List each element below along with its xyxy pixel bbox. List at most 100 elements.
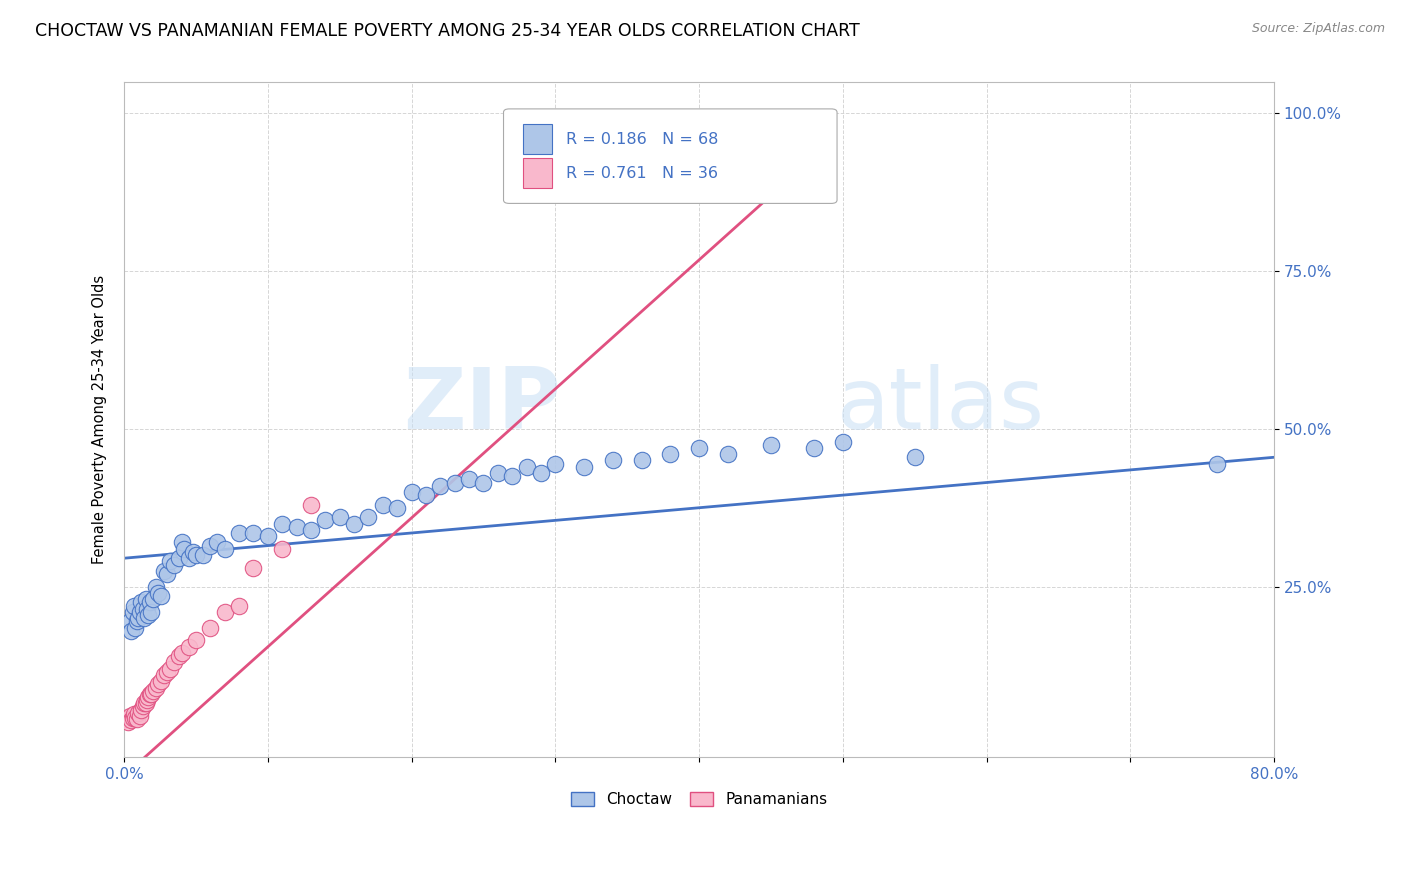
Point	[530, 466, 553, 480]
Point	[271, 516, 294, 531]
Point	[299, 498, 322, 512]
Point	[228, 599, 250, 613]
Text: ZIP: ZIP	[404, 365, 561, 448]
FancyBboxPatch shape	[523, 124, 551, 154]
Point	[156, 566, 179, 581]
Point	[122, 707, 145, 722]
Point	[120, 714, 142, 728]
Point	[134, 696, 156, 710]
Y-axis label: Female Poverty Among 25-34 Year Olds: Female Poverty Among 25-34 Year Olds	[93, 275, 107, 564]
Point	[299, 523, 322, 537]
Point	[191, 548, 214, 562]
Point	[207, 535, 229, 549]
Point	[256, 529, 278, 543]
Point	[177, 551, 200, 566]
Point	[572, 459, 595, 474]
Point	[242, 526, 264, 541]
FancyBboxPatch shape	[503, 109, 837, 203]
Text: atlas: atlas	[837, 365, 1045, 448]
Point	[118, 709, 141, 723]
Point	[125, 712, 148, 726]
Point	[167, 648, 190, 663]
Point	[184, 548, 207, 562]
Legend: Choctaw, Panamanians: Choctaw, Panamanians	[565, 786, 834, 814]
Text: R = 0.186   N = 68: R = 0.186 N = 68	[565, 132, 718, 147]
Point	[357, 510, 380, 524]
Point	[443, 475, 465, 490]
Point	[134, 611, 156, 625]
Point	[630, 453, 652, 467]
Point	[159, 554, 181, 568]
Point	[200, 621, 222, 635]
Text: CHOCTAW VS PANAMANIAN FEMALE POVERTY AMONG 25-34 YEAR OLDS CORRELATION CHART: CHOCTAW VS PANAMANIAN FEMALE POVERTY AMO…	[35, 22, 860, 40]
Point	[128, 605, 150, 619]
Point	[415, 488, 437, 502]
Point	[131, 601, 153, 615]
Point	[173, 541, 195, 556]
Point	[156, 665, 179, 679]
Point	[170, 535, 193, 549]
Point	[214, 541, 236, 556]
Point	[139, 595, 162, 609]
Point	[148, 677, 170, 691]
Point	[343, 516, 366, 531]
Point	[271, 541, 294, 556]
Point	[138, 607, 160, 622]
Point	[129, 703, 152, 717]
Point	[501, 469, 523, 483]
Point	[401, 485, 423, 500]
Point	[120, 624, 142, 638]
Point	[129, 595, 152, 609]
Point	[717, 447, 740, 461]
Point	[141, 605, 163, 619]
Point	[1205, 457, 1227, 471]
Point	[486, 466, 509, 480]
Point	[803, 441, 825, 455]
Point	[138, 690, 160, 704]
Point	[181, 545, 204, 559]
Point	[472, 475, 495, 490]
Point	[135, 696, 157, 710]
Point	[153, 668, 176, 682]
Point	[177, 640, 200, 654]
Point	[167, 551, 190, 566]
Point	[314, 513, 336, 527]
Point	[135, 592, 157, 607]
Text: Source: ZipAtlas.com: Source: ZipAtlas.com	[1251, 22, 1385, 36]
Point	[429, 478, 451, 492]
Point	[128, 709, 150, 723]
Point	[200, 539, 222, 553]
Point	[170, 646, 193, 660]
Point	[121, 605, 143, 619]
Point	[136, 693, 159, 707]
Point	[159, 662, 181, 676]
Point	[145, 681, 167, 695]
Point	[242, 560, 264, 574]
Point	[904, 450, 927, 465]
Point	[515, 459, 537, 474]
Point	[127, 611, 149, 625]
Point	[602, 453, 624, 467]
Point	[385, 500, 408, 515]
Point	[124, 621, 146, 635]
Point	[184, 633, 207, 648]
Point	[688, 441, 710, 455]
Point	[145, 580, 167, 594]
Point	[127, 706, 149, 720]
Point	[122, 599, 145, 613]
Point	[131, 699, 153, 714]
Point	[148, 586, 170, 600]
Point	[544, 457, 567, 471]
Point	[371, 498, 394, 512]
Point	[117, 715, 139, 730]
Point	[759, 437, 782, 451]
Point	[659, 447, 682, 461]
Point	[214, 605, 236, 619]
Point	[142, 592, 165, 607]
Point	[150, 674, 173, 689]
Point	[228, 526, 250, 541]
Point	[125, 615, 148, 629]
Point	[831, 434, 853, 449]
Point	[121, 711, 143, 725]
Point	[458, 472, 481, 486]
